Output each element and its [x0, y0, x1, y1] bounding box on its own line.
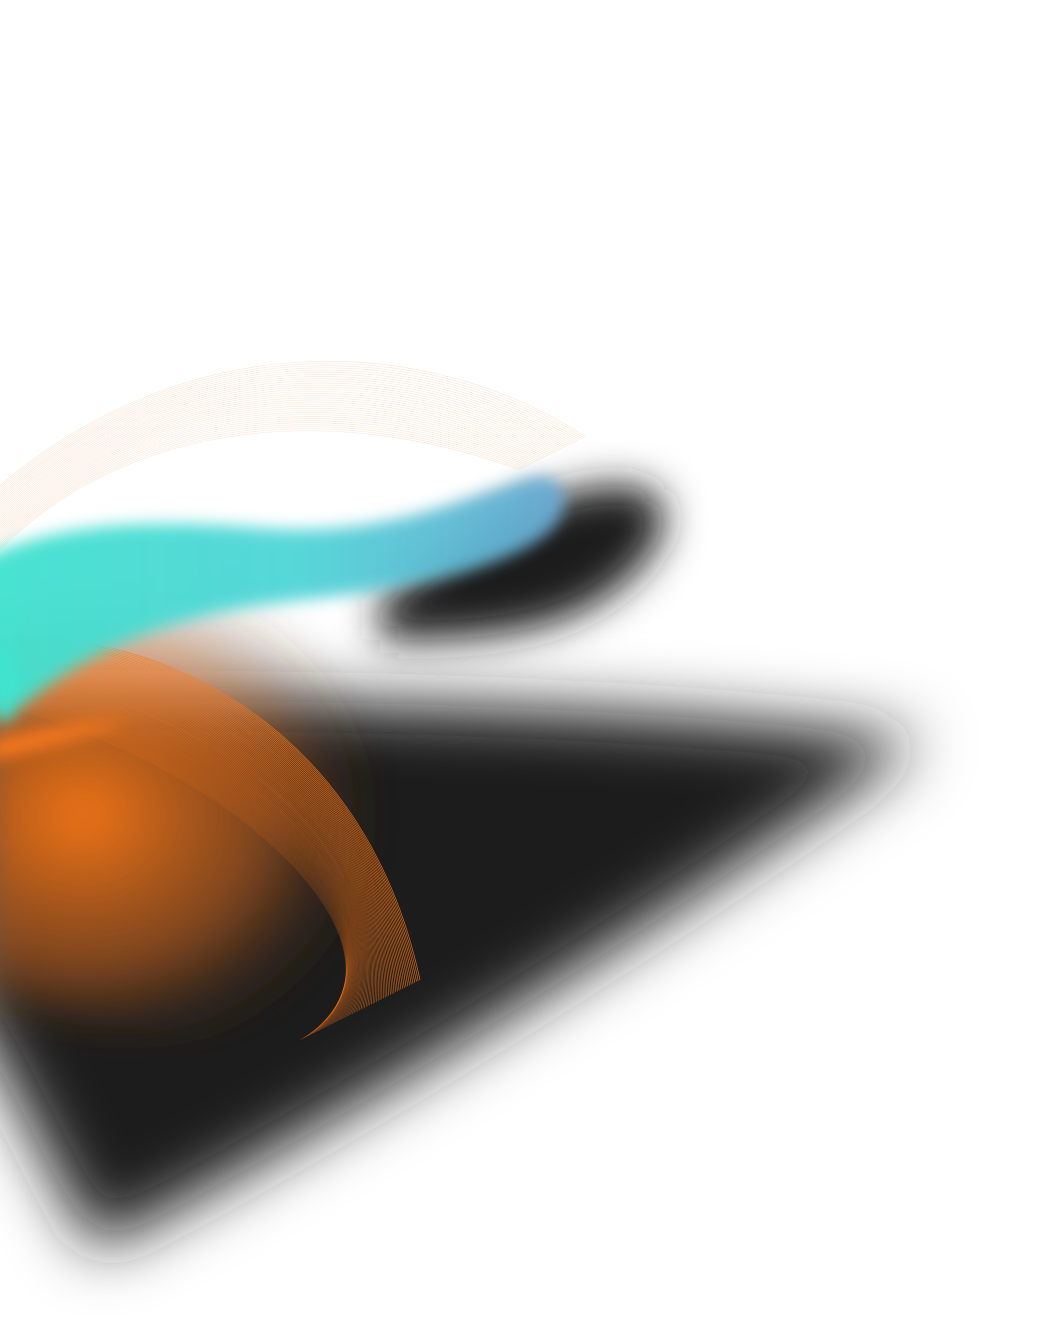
- peach-line: [0, 367, 581, 492]
- peach-line: [0, 414, 537, 535]
- peach-line: [0, 371, 577, 496]
- orange-line: [0, 697, 348, 1034]
- peach-line: [0, 399, 551, 522]
- peach-line: [0, 412, 539, 533]
- orange-line: [0, 680, 358, 1018]
- orange-streak-shape: [0, 720, 130, 758]
- peach-line: [0, 393, 557, 516]
- peach-line: [0, 361, 587, 486]
- orange-line: [0, 665, 374, 1005]
- orange-line: [0, 673, 364, 1012]
- peach-line: [0, 382, 567, 506]
- peach-line: [0, 416, 535, 537]
- peach-line: [0, 430, 521, 551]
- orange-line: [0, 685, 354, 1022]
- peach-line: [0, 428, 523, 549]
- orange-line: [0, 678, 359, 1016]
- orange-line: [0, 682, 356, 1020]
- peach-line: [0, 426, 525, 547]
- peach-line: [0, 406, 545, 528]
- peach-line: [0, 369, 579, 494]
- orange-line: [0, 685, 354, 1023]
- orange-line: [0, 677, 360, 1015]
- peach-line: [0, 389, 561, 512]
- peach-line: [0, 378, 571, 502]
- orange-line: [0, 668, 369, 1008]
- peach-line: [0, 374, 575, 498]
- peach-line: [0, 420, 531, 541]
- orange-line: [0, 695, 349, 1032]
- peach-line: [0, 365, 583, 490]
- peach-line: [0, 363, 585, 488]
- peach-line: [0, 424, 527, 545]
- orange-line: [0, 671, 366, 1010]
- orange-line: [0, 681, 357, 1019]
- peach-line-fan: [0, 361, 587, 551]
- cyan-left-edge-shape: [0, 638, 21, 722]
- orange-line: [0, 696, 349, 1033]
- peach-line: [0, 410, 541, 531]
- orange-line: [0, 666, 372, 1006]
- peach-line: [0, 391, 559, 514]
- orange-line: [0, 672, 365, 1011]
- orange-line: [0, 676, 361, 1015]
- orange-line: [0, 669, 368, 1008]
- peach-line: [0, 376, 573, 500]
- orange-line: [0, 684, 355, 1022]
- peach-line: [0, 380, 569, 504]
- peach-line: [0, 401, 549, 524]
- peach-line: [0, 395, 555, 518]
- dark-upper-tail-shape: [380, 485, 665, 640]
- orange-line: [0, 698, 348, 1035]
- orange-line: [0, 667, 371, 1007]
- peach-line: [0, 386, 563, 510]
- cyan-wave-shape: [0, 476, 565, 704]
- peach-line: [0, 384, 565, 508]
- orange-line: [0, 670, 367, 1009]
- orange-line: [0, 686, 353, 1024]
- orange-line: [0, 674, 363, 1013]
- peach-line: [0, 403, 547, 526]
- peach-line: [0, 418, 533, 539]
- orange-line: [0, 683, 355, 1021]
- peach-line: [0, 422, 529, 543]
- orange-line: [0, 679, 359, 1017]
- peach-line: [0, 397, 553, 520]
- peach-line: [0, 408, 543, 529]
- orange-line: [0, 675, 362, 1014]
